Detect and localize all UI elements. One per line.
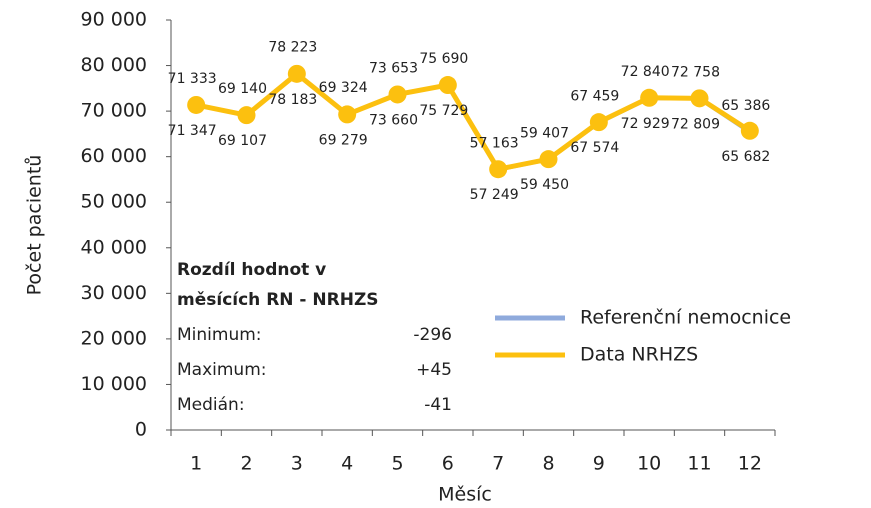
value-label: 69 140	[218, 81, 267, 97]
value-label: 59 450	[520, 177, 569, 193]
value-label: 59 407	[520, 125, 569, 141]
value-label: 67 574	[570, 140, 619, 156]
point	[489, 160, 508, 179]
y-tick-label: 60 000	[81, 145, 147, 167]
value-label: 69 107	[218, 133, 267, 149]
annotation-title: měsících RN - NRHZS	[177, 290, 379, 310]
y-tick-label: 90 000	[81, 9, 147, 31]
point	[237, 106, 256, 125]
value-label: 69 279	[319, 132, 368, 148]
y-tick-label: 20 000	[81, 327, 147, 349]
x-tick-label: 8	[542, 453, 554, 475]
y-axis-title: Počet pacientů	[24, 155, 46, 296]
value-label: 72 840	[621, 64, 670, 80]
value-label: 78 183	[268, 92, 317, 108]
legend-label: Data NRHZS	[580, 344, 698, 366]
point	[388, 85, 407, 104]
value-label: 75 690	[419, 51, 468, 67]
legend-label: Referenční nemocnice	[580, 307, 791, 329]
value-label: 69 324	[319, 80, 368, 96]
annotation-label: Maximum:	[177, 360, 267, 380]
value-label: 78 223	[268, 40, 317, 56]
annotation-label: Minimum:	[177, 325, 262, 345]
x-tick-label: 4	[341, 453, 353, 475]
x-tick-label: 9	[593, 453, 605, 475]
value-label: 65 386	[721, 98, 770, 114]
value-label: 57 249	[470, 187, 519, 203]
point	[690, 89, 709, 108]
annotation-value: +45	[416, 360, 452, 380]
x-tick-label: 10	[637, 453, 661, 475]
point	[187, 95, 206, 114]
x-tick-label: 1	[190, 453, 202, 475]
value-label: 72 929	[621, 116, 670, 132]
point	[589, 113, 608, 132]
x-tick-label: 5	[391, 453, 403, 475]
y-tick-label: 30 000	[81, 282, 147, 304]
value-label: 72 758	[671, 65, 720, 81]
value-label: 75 729	[419, 103, 468, 119]
value-label: 67 459	[570, 89, 619, 105]
x-tick-label: 2	[240, 453, 252, 475]
annotation-title: Rozdíl hodnot v	[177, 260, 326, 280]
value-label: 73 653	[369, 60, 418, 76]
y-tick-label: 50 000	[81, 191, 147, 213]
value-label: 65 682	[721, 149, 770, 165]
annotation-value: -41	[424, 395, 452, 415]
point	[338, 105, 357, 124]
y-tick-label: 40 000	[81, 236, 147, 258]
point	[287, 64, 306, 83]
value-label: 73 660	[369, 112, 418, 128]
y-tick-label: 0	[135, 419, 147, 441]
point	[640, 88, 659, 107]
x-axis-title: Měsíc	[438, 484, 492, 506]
x-tick-label: 6	[442, 453, 454, 475]
x-tick-label: 11	[687, 453, 711, 475]
value-label: 72 809	[671, 116, 720, 132]
annotation-label: Medián:	[177, 395, 245, 415]
x-tick-label: 7	[492, 453, 504, 475]
value-label: 57 163	[470, 136, 519, 152]
x-tick-label: 12	[738, 453, 762, 475]
value-label: 71 333	[168, 71, 217, 87]
point	[438, 76, 457, 95]
annotation-value: -296	[413, 325, 452, 345]
point	[740, 121, 759, 140]
value-label: 71 347	[168, 123, 217, 139]
x-tick-label: 3	[291, 453, 303, 475]
y-tick-label: 70 000	[81, 100, 147, 122]
point	[539, 150, 558, 169]
y-tick-label: 80 000	[81, 54, 147, 76]
y-tick-label: 10 000	[81, 373, 147, 395]
